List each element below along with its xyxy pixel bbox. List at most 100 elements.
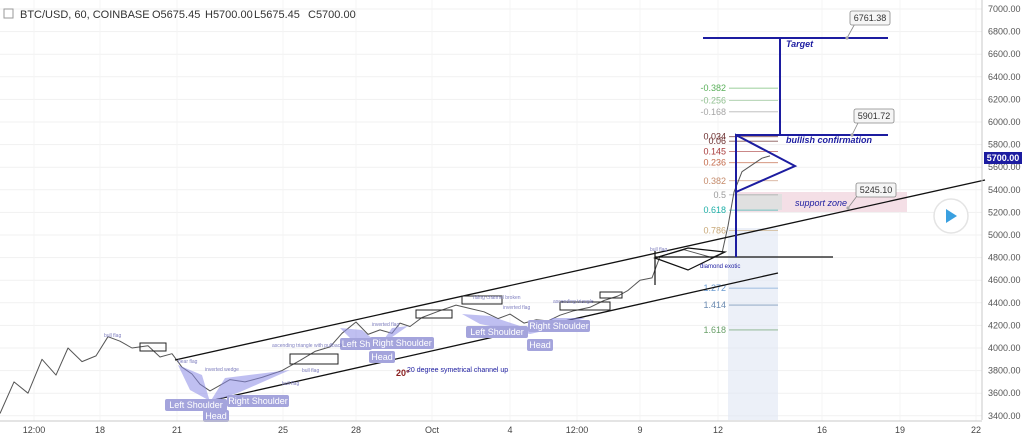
support-zone-label: support zone — [795, 198, 847, 208]
fib-level-label: 0.236 — [703, 158, 726, 168]
small-note: inverted flag — [372, 322, 399, 328]
callout-bullish-value: 5901.72 — [858, 111, 891, 121]
callout-box-support — [855, 182, 897, 198]
callout-box-target — [849, 10, 891, 26]
y-tick-label: 6000.00 — [988, 117, 1021, 127]
play-icon — [946, 209, 957, 223]
pattern-label-bg — [370, 337, 434, 349]
small-note: ascending triangle — [553, 299, 594, 305]
x-tick-label: 4 — [507, 425, 512, 435]
channel-upper-line — [174, 179, 986, 361]
x-tick-label: 12:00 — [23, 425, 46, 435]
y-tick-label: 6800.00 — [988, 27, 1021, 37]
diamond-label: diamond exotic — [700, 264, 740, 270]
y-tick-label: 3800.00 — [988, 366, 1021, 376]
fib-projection-band — [728, 228, 778, 420]
pattern-label-bg — [466, 326, 528, 338]
tiny-notes: bull flag bear flag inverted wedge bull … — [104, 247, 667, 387]
pattern-label-bg — [340, 338, 372, 350]
pattern-label-bg — [528, 320, 590, 332]
x-tick-label: 21 — [172, 425, 182, 435]
small-note: bull flag — [650, 247, 667, 253]
small-note: inverted flag — [503, 305, 530, 311]
fib-level-label: -0.168 — [700, 107, 726, 117]
y-tick-label: 5800.00 — [988, 140, 1021, 150]
x-tick-label: 22 — [971, 425, 981, 435]
pattern-label-right-shoulder-2: Right Shoulder — [529, 321, 589, 331]
x-axis: 12:00 18 21 25 28 Oct 4 12:00 9 12 16 19 22 — [23, 425, 981, 435]
x-tick-label: 19 — [895, 425, 905, 435]
y-tick-label: 4000.00 — [988, 343, 1021, 353]
y-tick-label: 5400.00 — [988, 185, 1021, 195]
y-tick-label: 7000.00 — [988, 4, 1021, 14]
high-value: H5700.00 — [205, 9, 253, 21]
open-value: O5675.45 — [152, 9, 200, 21]
fib-level-label: 0.618 — [703, 205, 726, 215]
pattern-label-head-2: Head — [529, 340, 551, 350]
fib-level-label: -0.256 — [700, 96, 726, 106]
pattern-label-bg — [203, 410, 229, 422]
fib-level-label: 0.5 — [713, 190, 726, 200]
pattern-label-left-shoulder-1: Left Shoulder — [169, 400, 223, 410]
pattern-label-left-shoulder-2: Left Shoulder — [470, 327, 524, 337]
pattern-labels: Left Shoulder Head Right Shoulder Left S… — [165, 320, 590, 422]
y-tick-label: 5000.00 — [988, 230, 1021, 240]
y-tick-label: 4800.00 — [988, 253, 1021, 263]
support-zone-inner — [737, 194, 782, 210]
fib-level-label: 0.145 — [703, 146, 726, 156]
pattern-label-right-shoulder-3: Right Shoulder — [372, 338, 432, 348]
collapse-icon[interactable] — [3, 8, 14, 19]
small-note: rising channel broken — [473, 295, 521, 301]
ihs-shape-2 — [340, 326, 408, 348]
callout-target-value: 6761.38 — [854, 13, 887, 23]
close-value: C5700.00 — [308, 9, 356, 21]
y-tick-label: 5200.00 — [988, 207, 1021, 217]
channel-label: 20 degree symetrical channel up — [407, 367, 508, 374]
y-tick-label: 4200.00 — [988, 320, 1021, 330]
symbol-title: BTC/USD, 60, COINBASE — [20, 9, 150, 21]
x-tick-label: 28 — [351, 425, 361, 435]
fib-level-label: 1.272 — [703, 283, 726, 293]
small-note: bull flag — [282, 381, 299, 387]
chart-header: BTC/USD, 60, COINBASE O5675.45 H5700.00 … — [3, 8, 356, 21]
target-label: Target — [786, 39, 814, 49]
fib-level-label: 0.382 — [703, 176, 726, 186]
small-note: bear flag — [178, 359, 198, 365]
pattern-label-head-3: Head — [371, 352, 393, 362]
pattern-label-bg — [527, 339, 553, 351]
fib-level-label: 1.414 — [703, 300, 726, 310]
current-price-label: 5700.00 — [987, 153, 1020, 163]
callout-dot-1 — [845, 36, 849, 40]
flag-box-6 — [599, 291, 623, 299]
y-tick-label: 3400.00 — [988, 411, 1021, 421]
ihs-shape-1 — [178, 365, 290, 402]
flag-box-5 — [559, 301, 611, 311]
grid — [0, 0, 982, 421]
diamond-pattern — [653, 247, 728, 271]
flag-box-2 — [289, 353, 339, 365]
bullish-confirmation-label: bullish confirmation — [786, 135, 873, 145]
y-tick-label: 3600.00 — [988, 388, 1021, 398]
y-tick-label: 6200.00 — [988, 94, 1021, 104]
y-tick-label: 6600.00 — [988, 49, 1021, 59]
y-tick-label: 4400.00 — [988, 298, 1021, 308]
x-tick-label: 16 — [817, 425, 827, 435]
y-tick-label: 5600.00 — [988, 162, 1021, 172]
pattern-label-bg — [227, 395, 289, 407]
pattern-label-bg — [165, 399, 227, 411]
flag-box-3 — [415, 309, 453, 319]
current-price-badge — [984, 152, 1022, 164]
pattern-label-right-shoulder-1: Right Shoulder — [228, 396, 288, 406]
small-note: bull flag — [302, 368, 319, 374]
callout-support-value: 5245.10 — [860, 185, 893, 195]
y-axis: 7000.00 6800.00 6600.00 6400.00 6200.00 6000.… — [988, 4, 1021, 421]
callout-dot-2 — [850, 133, 854, 137]
pennant-triangle — [735, 133, 798, 194]
fib-level-label: 0.034 — [703, 132, 726, 142]
flag-box-1 — [139, 342, 167, 352]
fib-level-label: 0.06 — [708, 136, 726, 146]
small-note: inverted wedge — [205, 367, 239, 373]
